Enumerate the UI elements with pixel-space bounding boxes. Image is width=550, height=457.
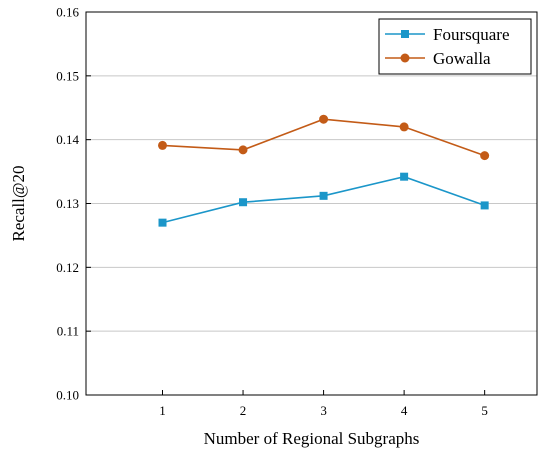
y-tick-label: 0.16 <box>56 5 79 20</box>
foursquare-legend-marker <box>401 30 409 38</box>
x-tick-label: 5 <box>481 403 488 418</box>
foursquare-point <box>480 201 489 210</box>
series-layer <box>158 114 490 227</box>
y-tick-label: 0.14 <box>56 132 79 147</box>
foursquare-point <box>319 191 328 200</box>
x-axis-title: Number of Regional Subgraphs <box>204 429 420 448</box>
y-tick-label: 0.10 <box>56 388 79 403</box>
foursquare-legend-label: Foursquare <box>433 25 509 44</box>
y-tick-label: 0.11 <box>57 324 79 339</box>
gowalla-legend-label: Gowalla <box>433 49 491 68</box>
gowalla-line <box>162 118 485 157</box>
gowalla-point <box>399 122 409 132</box>
legend: Foursquare Gowalla <box>378 18 532 75</box>
axis-ticks: 0.10 0.11 0.12 0.13 0.14 0.15 0.16 1 2 3 4 5 <box>56 5 488 419</box>
x-tick-label: 2 <box>240 403 247 418</box>
y-tick-label: 0.12 <box>56 260 79 275</box>
y-tick-label: 0.15 <box>56 68 79 83</box>
foursquare-point <box>239 198 248 207</box>
y-axis-title: Recall@20 <box>9 165 28 241</box>
gowalla-legend-marker <box>400 53 410 63</box>
gowalla-point <box>319 114 329 124</box>
grid-lines <box>86 75 537 332</box>
y-tick-label: 0.13 <box>56 196 79 211</box>
gowalla-point <box>238 145 248 155</box>
x-tick-label: 3 <box>320 403 327 418</box>
x-tick-label: 4 <box>401 403 408 418</box>
gowalla-point <box>158 140 168 150</box>
foursquare-point <box>400 172 409 181</box>
foursquare-point <box>158 218 167 227</box>
x-tick-label: 1 <box>159 403 166 418</box>
gowalla-point <box>480 151 490 161</box>
legend-box <box>378 18 532 75</box>
